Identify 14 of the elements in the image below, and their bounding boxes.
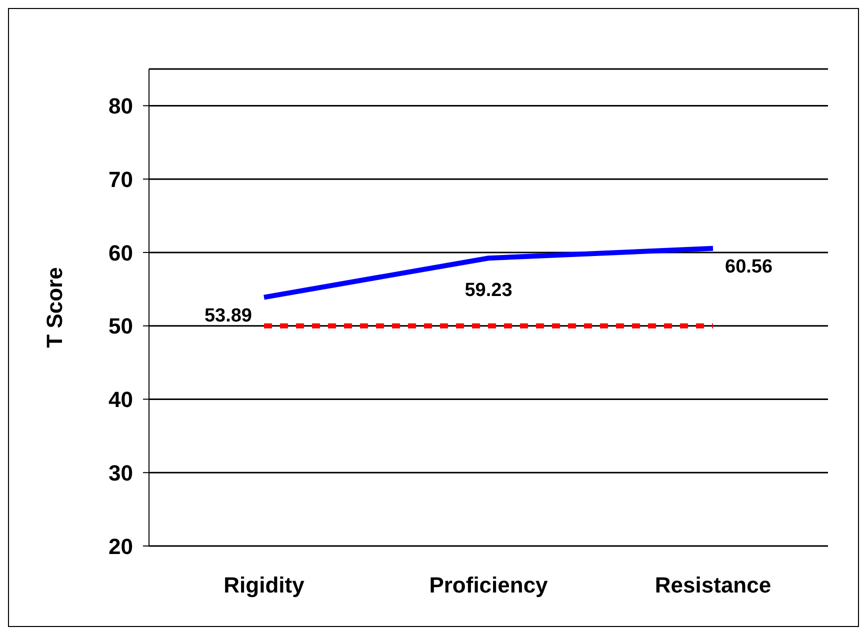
y-tick-label: 30 — [108, 460, 133, 486]
data-label: 53.89 — [204, 305, 252, 326]
y-tick-label: 70 — [108, 166, 133, 192]
x-tick-label: Rigidity — [224, 572, 306, 598]
data-label: 60.56 — [725, 256, 773, 278]
data-label: 59.23 — [464, 280, 512, 302]
x-tick-label: Resistance — [654, 572, 772, 598]
x-tick-label: Proficiency — [429, 572, 549, 598]
y-tick-label: 50 — [108, 314, 133, 339]
y-tick-label: 60 — [108, 240, 133, 266]
y-tick-label: 80 — [108, 94, 133, 118]
y-axis-title: T Score — [42, 267, 67, 348]
y-tick-label: 40 — [108, 387, 133, 412]
y-tick-label: 20 — [108, 534, 133, 559]
